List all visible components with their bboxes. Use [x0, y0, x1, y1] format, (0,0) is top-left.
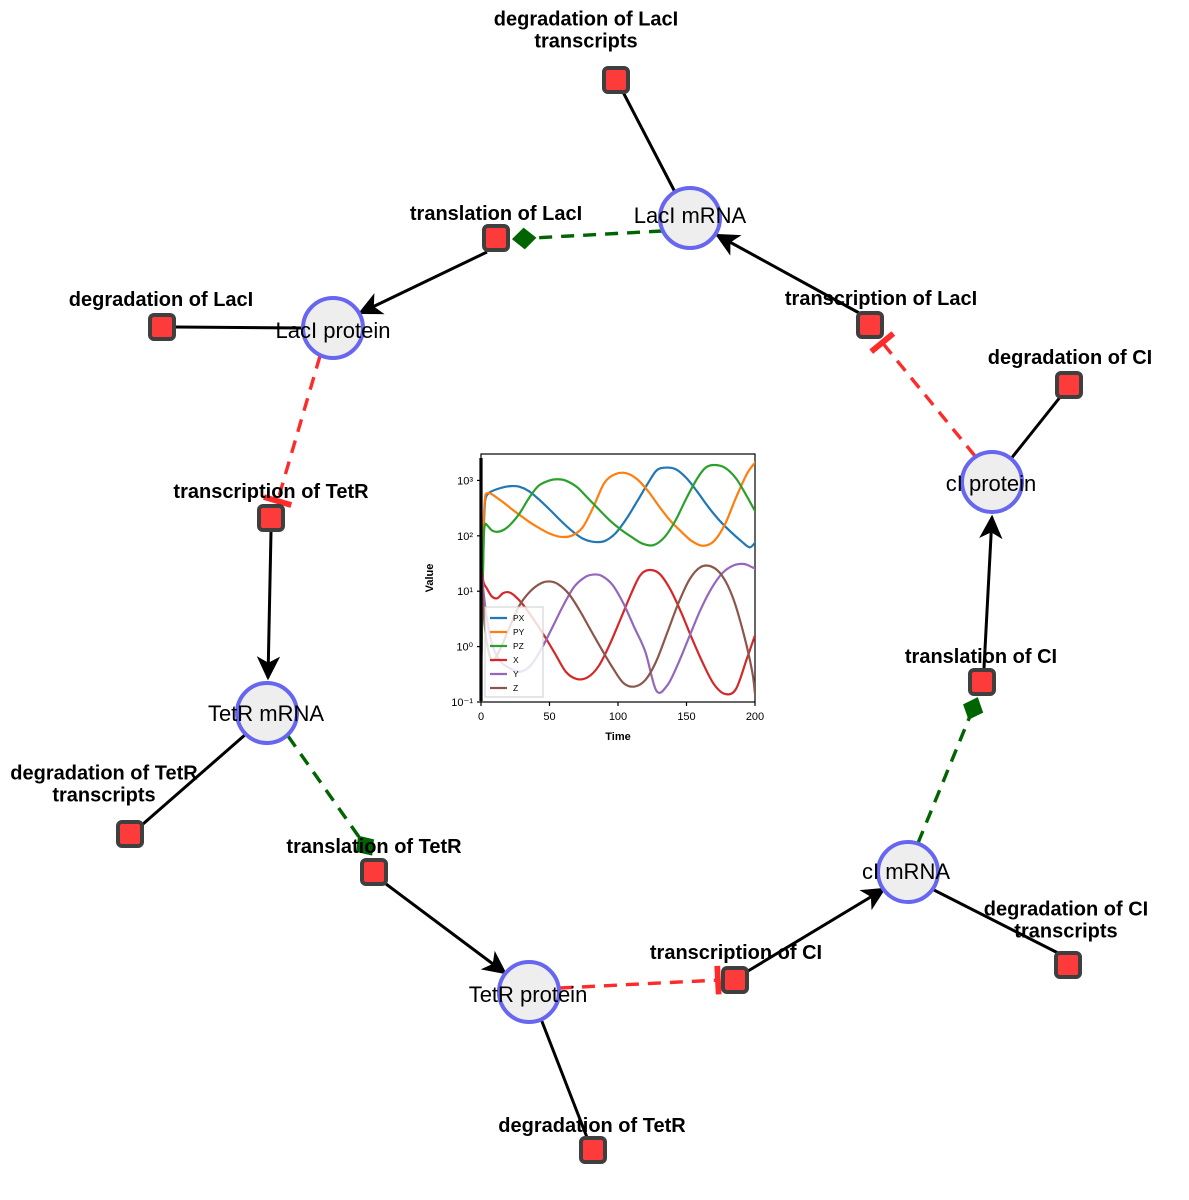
edge-cI-mrna-activates-translation	[916, 697, 984, 844]
reaction-node-deg-lacI-transcripts[interactable]	[602, 66, 630, 94]
y-axis-label: Value	[424, 564, 436, 593]
edge-cI-protein-to-degradation	[1008, 395, 1063, 461]
series-line-PY	[481, 461, 755, 687]
reaction-node-deg-lacI[interactable]	[148, 313, 176, 341]
species-node-lacI-mrna[interactable]	[658, 186, 722, 250]
y-tick-label: 10³	[457, 475, 473, 487]
reaction-node-transcription-lacI[interactable]	[856, 311, 884, 339]
edge-lacI-mrna-to-degradation	[621, 91, 678, 195]
edge-lacI-mrna-activates-translation	[511, 227, 663, 250]
y-tick-label: 10²	[457, 531, 473, 543]
legend-label-PX: PX	[513, 613, 525, 623]
x-tick-label: 150	[677, 711, 695, 723]
edge-transcription-CI-to-mrna	[747, 887, 887, 973]
reaction-label-deg-CI: degradation of CI	[987, 346, 1153, 369]
series-layer	[481, 461, 755, 696]
edge-tetR-protein-to-degradation	[539, 1018, 590, 1141]
reaction-node-deg-tetR-transcripts[interactable]	[116, 820, 144, 848]
reaction-label-translation-tetR: translation of TetR	[286, 835, 462, 858]
reaction-label-transcription-tetR: transcription of TetR	[173, 480, 369, 503]
x-axis-label: Time	[605, 731, 630, 743]
chart-legend: PX PY PZ XYZ	[484, 606, 544, 698]
legend-box	[484, 606, 544, 698]
series-line-X	[481, 568, 755, 696]
species-node-tetR-protein[interactable]	[497, 960, 561, 1024]
reaction-node-deg-CI-transcripts[interactable]	[1054, 951, 1082, 979]
x-axis-ticks: 0 50 100 150 200	[478, 702, 764, 723]
y-tick-label: 10⁰	[456, 642, 473, 654]
reaction-label-translation-lacI: translation of LacI	[409, 202, 583, 225]
reaction-label-deg-tetR-transcripts: degradation of TetR transcripts	[10, 762, 198, 807]
x-tick-label: 100	[609, 711, 627, 723]
reaction-node-deg-CI[interactable]	[1055, 371, 1083, 399]
species-node-lacI-protein[interactable]	[301, 296, 365, 360]
legend-label-Y: Y	[513, 669, 519, 679]
edge-lacI-protein-to-degradation	[174, 325, 304, 330]
x-tick-label: 200	[746, 711, 764, 723]
species-node-cI-mrna[interactable]	[876, 840, 940, 904]
edge-translation-lacI-to-protein	[357, 250, 488, 315]
reaction-node-translation-CI[interactable]	[968, 668, 996, 696]
reaction-label-transcription-CI: transcription of CI	[649, 941, 823, 964]
edge-cI-protein-inhibits-transcription-lacI	[869, 331, 977, 458]
node-layer	[116, 66, 1083, 1164]
timeseries-inset-plot: 10⁻¹ 10⁰ 10¹ 10² 10³ 0 50 100 150 200 Time Value…	[411, 440, 770, 758]
edge-translation-tetR-to-protein	[385, 882, 507, 975]
series-line-PX	[481, 466, 755, 687]
reaction-label-deg-tetR: degradation of TetR	[498, 1114, 686, 1137]
legend-label-Z: Z	[513, 683, 518, 693]
reaction-label-deg-CI-transcripts: degradation of CI transcripts	[983, 898, 1149, 943]
x-tick-label: 50	[543, 711, 555, 723]
y-tick-label: 10¹	[457, 586, 473, 598]
edge-tetR-mrna-to-degradation	[142, 732, 247, 826]
timeseries-svg: 10⁻¹ 10⁰ 10¹ 10² 10³ 0 50 100 150 200 Time Value…	[411, 440, 770, 758]
species-node-tetR-mrna[interactable]	[235, 681, 299, 745]
reaction-node-deg-tetR[interactable]	[579, 1136, 607, 1164]
reaction-label-deg-lacI-transcripts: degradation of LacI transcripts	[493, 8, 679, 53]
edge-tetR-protein-inhibits-transcription-CI	[559, 965, 722, 995]
edge-tetR-mrna-activates-translation	[286, 735, 375, 856]
edge-transcription-tetR-to-mrna	[256, 531, 281, 681]
y-axis-ticks: 10⁻¹ 10⁰ 10¹ 10² 10³	[451, 475, 481, 709]
x-tick-label: 0	[478, 711, 484, 723]
edge-transcription-lacI-to-mrna	[714, 233, 862, 316]
reaction-node-translation-tetR[interactable]	[360, 858, 388, 886]
series-line-PZ	[481, 463, 755, 687]
reaction-label-translation-CI: translation of CI	[904, 645, 1058, 668]
edge-lacI-protein-inhibits-transcription-tetR	[263, 355, 322, 508]
y-tick-label: 10⁻¹	[451, 697, 473, 709]
reaction-node-transcription-tetR[interactable]	[257, 504, 285, 532]
species-node-cI-protein[interactable]	[960, 450, 1024, 514]
legend-label-X: X	[513, 655, 519, 665]
legend-label-PZ: PZ	[513, 641, 524, 651]
legend-label-PY: PY	[513, 627, 525, 637]
edge-cI-mrna-to-degradation	[929, 886, 1061, 956]
plot-background	[411, 440, 770, 758]
reaction-node-translation-lacI[interactable]	[482, 224, 510, 252]
reaction-label-transcription-lacI: transcription of LacI	[784, 287, 978, 310]
reaction-node-transcription-CI[interactable]	[721, 966, 749, 994]
edge-translation-CI-to-protein	[979, 514, 1003, 669]
reaction-label-deg-lacI: degradation of LacI	[68, 288, 254, 311]
edge-layer	[142, 91, 1063, 1141]
